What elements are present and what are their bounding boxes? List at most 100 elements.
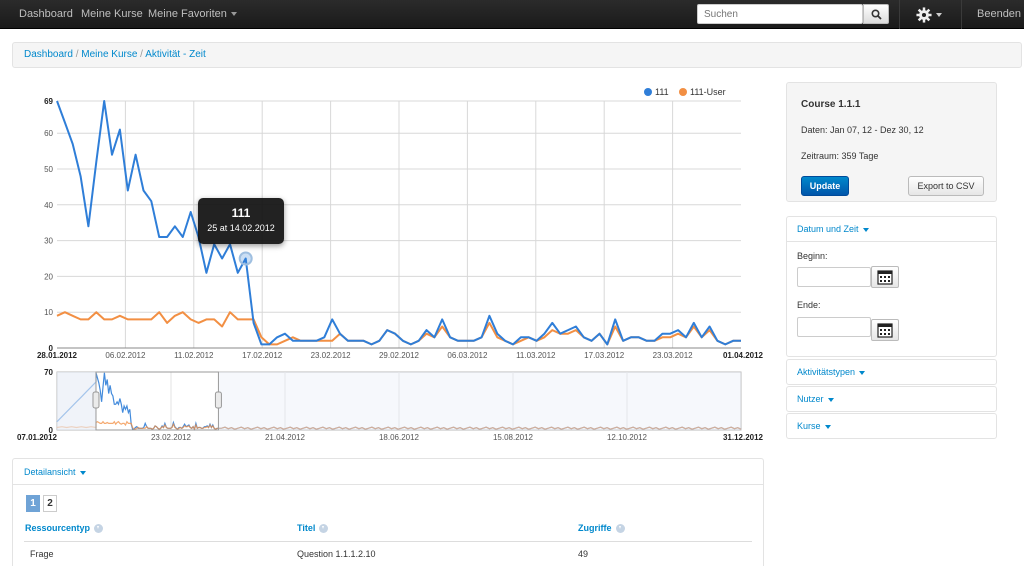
x-tick-label: 17.02.2012 <box>242 351 283 360</box>
course-title: Course 1.1.1 <box>801 99 861 110</box>
cell-hits: 49 <box>578 549 589 559</box>
chevron-down-icon <box>827 397 834 402</box>
y-tick-label: 69 <box>44 97 53 106</box>
settings-menu[interactable] <box>916 5 942 25</box>
end-label: Ende: <box>797 300 821 310</box>
breadcrumb-activity-time[interactable]: Aktivität - Zeit <box>145 49 206 60</box>
nav-dashboard[interactable]: Dashboard <box>19 8 73 20</box>
detail-view: Detailansicht 1 2 Ressourcentyp Titel Zu… <box>12 458 764 566</box>
search-icon <box>870 8 882 20</box>
navigator-y-tick: 70 <box>44 368 53 377</box>
update-button[interactable]: Update <box>801 176 849 196</box>
breadcrumb-my-courses[interactable]: Meine Kurse <box>81 49 138 60</box>
activity-types-label: Aktivitätstypen <box>797 367 856 377</box>
navigator-handle-left[interactable] <box>92 391 100 409</box>
navigator-series-111-User <box>56 420 742 431</box>
x-tick-label: 17.03.2012 <box>584 351 625 360</box>
top-navbar: Dashboard Meine Kurse Meine Favoriten Be… <box>0 0 1024 29</box>
x-tick-label: 23.02.2012 <box>311 351 352 360</box>
nav-my-courses[interactable]: Meine Kurse <box>81 8 143 20</box>
end-calendar-button[interactable] <box>871 319 899 341</box>
y-tick-label: 50 <box>44 165 53 174</box>
column-label-hits: Zugriffe <box>578 523 612 533</box>
hovered-point <box>238 251 253 266</box>
activity-types-toggle[interactable]: Aktivitätstypen <box>787 360 996 385</box>
date-filter-panel: Datum und Zeit Beginn: Ende: <box>786 216 997 357</box>
gear-icon <box>916 7 932 23</box>
legend-label: 111 <box>655 87 669 97</box>
logout-link[interactable]: Beenden <box>977 8 1022 20</box>
navigator-handle-right[interactable] <box>214 391 222 409</box>
start-date-input[interactable] <box>797 267 871 287</box>
chart-tooltip: 111 25 at 14.02.2012 <box>198 198 284 244</box>
x-tick-label: 11.03.2012 <box>516 351 556 360</box>
activity-types-panel[interactable]: Aktivitätstypen <box>786 359 997 385</box>
x-tick-label: 01.04.2012 <box>723 351 764 360</box>
column-header-resource-type[interactable]: Ressourcentyp <box>25 523 104 534</box>
courses-toggle[interactable]: Kurse <box>787 414 996 439</box>
sort-icon <box>94 524 104 534</box>
cell-resource-type: Frage <box>30 549 54 559</box>
table-header-divider <box>24 541 752 542</box>
series-line-111 <box>56 100 741 346</box>
search-input[interactable] <box>697 4 863 24</box>
detail-view-label: Detailansicht <box>24 467 76 477</box>
nav-favorites-label: Meine Favoriten <box>148 8 227 20</box>
sort-icon <box>319 524 329 534</box>
chevron-down-icon <box>936 13 942 17</box>
date-filter-toggle[interactable]: Datum und Zeit <box>787 217 996 242</box>
page-button-1[interactable]: 1 <box>26 495 40 512</box>
users-panel[interactable]: Nutzer <box>786 386 997 412</box>
page-button-2[interactable]: 2 <box>43 495 57 512</box>
start-label: Beginn: <box>797 251 828 261</box>
column-label-resource-type: Ressourcentyp <box>25 523 91 533</box>
navigator-y-tick: 0 <box>49 426 54 435</box>
sort-icon <box>615 524 625 534</box>
navigator-x-tick: 15.08.2012 <box>493 433 534 442</box>
users-toggle[interactable]: Nutzer <box>787 387 996 412</box>
activity-chart: 0 10 20 30 40 50 60 69 28.01.2012 06.02.2012 11.02… <box>17 87 764 442</box>
x-tick-label: 06.02.2012 <box>105 351 146 360</box>
navigator-mask-left <box>57 372 96 430</box>
y-tick-label: 10 <box>44 308 53 317</box>
breadcrumb-dashboard[interactable]: Dashboard <box>24 49 73 60</box>
cell-title: Question 1.1.1.2.10 <box>297 549 376 559</box>
navigator-x-tick: 23.02.2012 <box>151 433 192 442</box>
navigator-x-tick: 12.10.2012 <box>607 433 648 442</box>
y-tick-label: 0 <box>49 344 54 353</box>
calendar-icon <box>877 323 893 338</box>
y-tick-label: 30 <box>44 237 53 246</box>
column-header-title[interactable]: Titel <box>297 523 329 534</box>
column-header-hits[interactable]: Zugriffe <box>578 523 625 534</box>
date-filter-label: Datum und Zeit <box>797 224 859 234</box>
legend-label: 111-User <box>690 87 726 97</box>
breadcrumb: Dashboard / Meine Kurse / Aktivität - Ze… <box>12 42 1022 68</box>
chevron-down-icon <box>79 470 86 475</box>
navigator-mask-right <box>218 372 741 430</box>
chevron-down-icon <box>824 424 831 429</box>
start-calendar-button[interactable] <box>871 266 899 288</box>
x-tick-label: 23.03.2012 <box>653 351 694 360</box>
search-button[interactable] <box>863 4 889 24</box>
course-info-panel: Course 1.1.1 Daten: Jan 07, 12 - Dez 30,… <box>786 82 997 202</box>
courses-panel[interactable]: Kurse <box>786 413 997 439</box>
tooltip-body: 25 at 14.02.2012 <box>207 223 275 233</box>
navigator-x-tick: 21.04.2012 <box>265 433 306 442</box>
x-tick-label: 28.01.2012 <box>37 351 78 360</box>
course-dates: Daten: Jan 07, 12 - Dez 30, 12 <box>801 125 924 135</box>
course-range: Zeitraum: 359 Tage <box>801 151 879 161</box>
detail-view-toggle[interactable]: Detailansicht <box>13 459 763 485</box>
chevron-down-icon <box>230 12 237 17</box>
legend-marker <box>644 88 652 96</box>
chevron-down-icon <box>859 370 866 375</box>
nav-favorites[interactable]: Meine Favoriten <box>148 8 237 20</box>
navigator-x-tick: 31.12.2012 <box>723 433 764 442</box>
y-tick-label: 60 <box>44 129 53 138</box>
navigator-x-tick: 07.01.2012 <box>17 433 58 442</box>
end-date-input[interactable] <box>797 317 871 337</box>
users-label: Nutzer <box>797 394 824 404</box>
calendar-icon <box>877 270 893 285</box>
x-tick-label: 06.03.2012 <box>447 351 488 360</box>
export-csv-button[interactable]: Export to CSV <box>908 176 984 196</box>
y-tick-label: 20 <box>44 272 53 281</box>
